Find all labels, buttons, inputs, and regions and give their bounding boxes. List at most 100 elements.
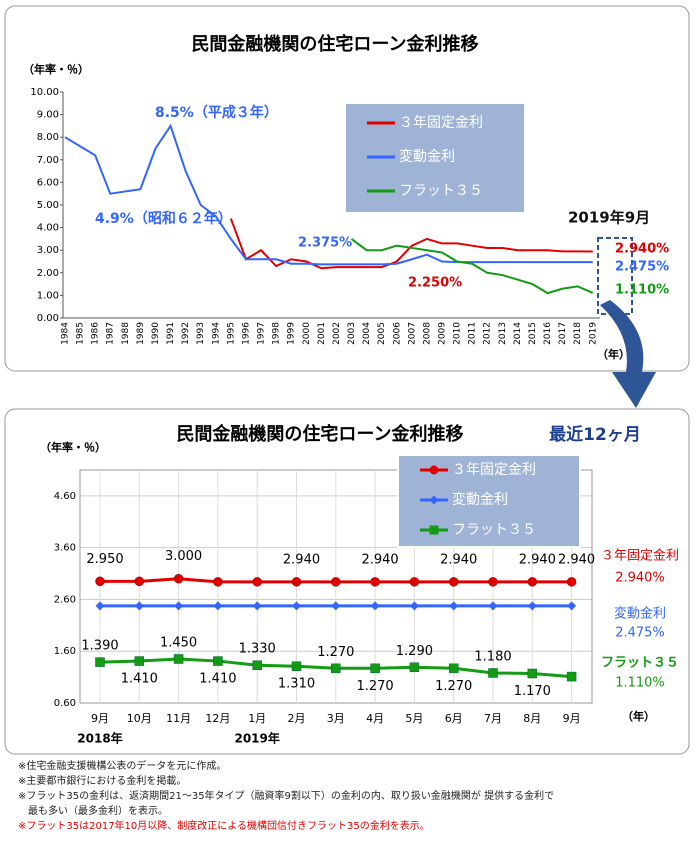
point [370,601,380,611]
x-tick-label: 2017 [558,322,568,345]
x-tick-label: 1986 [91,322,101,345]
x-tick-label: 1994 [211,322,221,345]
point [213,601,223,611]
legend-marker [429,525,439,535]
chart-title: 民間金融機関の住宅ローン金利推移 [191,33,478,55]
legend-marker [429,465,439,475]
note: ※主要都市銀行における金利を掲載。 [18,774,186,787]
data-label: 2.940 [283,552,320,567]
point [174,601,184,611]
note: ※フラット35の金利は、返済期間21～35年タイプ（融資率9割以下）の金利の内、… [18,789,554,802]
data-label: 1.310 [278,677,315,692]
x-tick-label: 1998 [272,322,282,345]
x-tick-label: 5月 [405,712,423,725]
annotation: 1.110% [615,283,669,298]
annotation: 2019年9月 [568,209,650,227]
legend-label: 変動金利 [452,491,508,508]
legend-label: 変動金利 [399,148,455,165]
legend-label: フラット３５ [452,522,536,538]
point [370,663,380,674]
x-tick-label: 12月 [205,712,230,725]
data-label: 1.290 [396,644,433,659]
y-tick-label: 4.00 [37,223,59,234]
point [527,601,537,611]
x-tick-label: 1990 [151,322,161,345]
annotation: 2.940% [615,242,669,257]
point [134,656,145,666]
x-tick-label: 1993 [196,322,206,345]
data-label: 1.450 [160,635,197,650]
x-axis-label: （年） [597,347,630,361]
x-tick-label: 2007 [407,322,417,345]
data-label: 3.000 [165,549,202,564]
y-tick-label: 1.60 [54,646,76,657]
point [95,601,105,611]
x-tick-label: 1999 [287,322,297,345]
point [252,660,262,670]
data-label: 1.270 [435,679,472,694]
end-label: 1.110% [615,676,665,691]
note: 最も多い（最多金利）を表示。 [18,804,168,817]
point [331,663,341,674]
x-tick-label: 2018 [573,322,583,345]
point [331,601,341,611]
y-axis-label: （年率・％） [23,62,89,76]
point [448,577,459,587]
data-label: 2.940 [558,552,595,567]
annotation: 8.5%（平成３年） [155,104,278,121]
annotation: 2.250% [408,276,462,291]
point [252,601,262,611]
x-tick-label: 9月 [563,712,581,725]
x-tick-label: 1984 [61,322,71,345]
point [95,657,105,667]
point [566,577,577,587]
legend-label: ３年固定金利 [452,462,536,478]
note: ※住宅金融支援機構公表のデータを元に作成。 [18,759,226,772]
x-tick-label: 2001 [317,322,327,345]
x-tick-label: 1992 [181,322,191,345]
y-tick-label: 9.00 [37,110,59,121]
x-tick-label: 1989 [136,322,146,345]
y-tick-label: 1.00 [37,290,59,301]
x-tick-label: 2004 [362,322,372,345]
x-group-label: 2019年 [234,731,279,746]
x-tick-label: 1997 [257,322,267,345]
point [488,601,498,611]
x-tick-label: 2013 [498,322,508,345]
point [527,577,538,587]
data-label: 1.410 [121,672,158,687]
x-axis-label: （年） [622,709,655,723]
series-line [64,123,593,266]
annotation: 2.475% [615,260,669,275]
y-tick-label: 2.60 [54,594,76,605]
point [527,668,538,679]
x-tick-label: 1月 [248,712,266,725]
x-tick-label: 6月 [445,712,463,725]
point [173,654,184,664]
point [213,656,223,666]
highlight-box [597,237,633,315]
x-tick-label: 1987 [106,322,116,345]
x-tick-label: 2019 [588,322,598,345]
point [370,577,380,587]
x-tick-label: 2月 [288,712,306,725]
x-tick-label: 2016 [543,322,553,345]
x-tick-label: 1996 [241,322,251,345]
point [448,663,459,674]
x-tick-label: 2011 [468,322,478,345]
point [291,661,302,671]
x-tick-label: 2008 [422,322,432,345]
x-group-label: 2018年 [77,731,122,746]
x-tick-label: 2000 [302,322,312,345]
x-tick-label: 9月 [91,712,109,725]
y-tick-label: 3.00 [37,245,59,256]
legend-label: フラット３５ [399,183,483,199]
y-tick-label: 8.00 [37,132,59,143]
series-line [229,218,593,270]
end-label: ３年固定金利 [601,548,679,564]
point [488,577,498,587]
x-tick-label: 2009 [438,322,448,345]
data-label: 1.180 [474,649,511,664]
x-tick-label: 2006 [392,322,402,345]
y-tick-label: 3.60 [54,543,76,554]
